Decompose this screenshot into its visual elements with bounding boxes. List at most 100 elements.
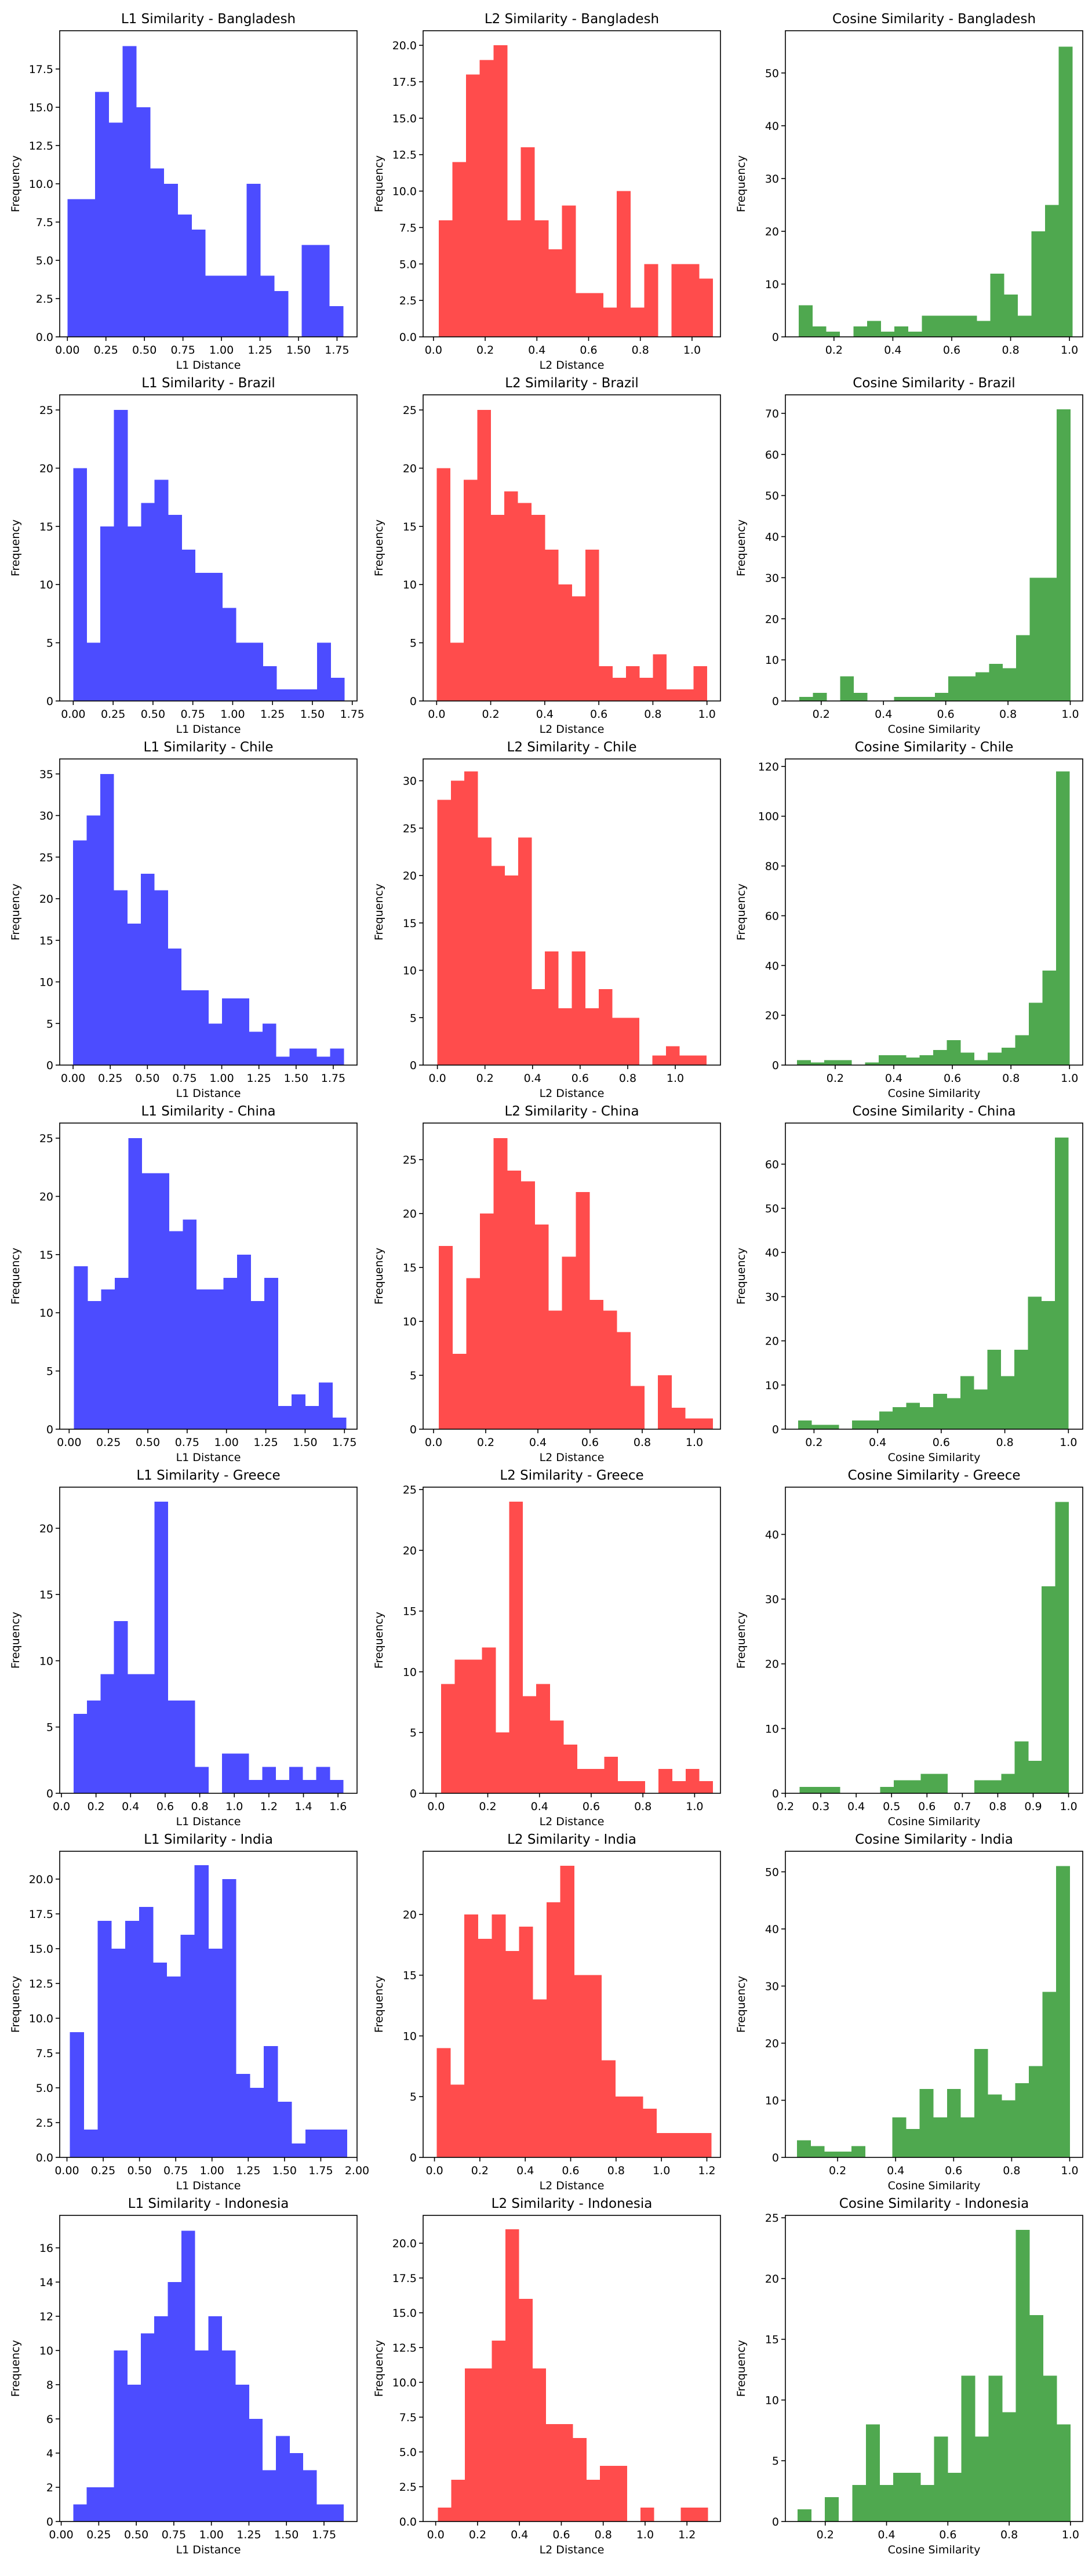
l1-brazil-xlabel: L1 Distance	[176, 723, 241, 736]
l2-indonesia-bar	[586, 2480, 600, 2521]
l1-china-bar	[319, 1382, 333, 1429]
l2-bangladesh-title: L2 Similarity - Bangladesh	[485, 12, 659, 27]
cos-china-bar	[987, 1349, 1002, 1429]
l1-bangladesh-bar	[150, 168, 165, 337]
l1-indonesia-bar	[249, 2419, 263, 2521]
cos-indonesia-axes-frame	[785, 2215, 1083, 2522]
cos-chile-bar	[906, 1058, 920, 1065]
l1-india-xlabel: L1 Distance	[176, 2179, 241, 2192]
l2-indonesia-xtick-label: 0.2	[469, 2528, 486, 2541]
l1-chile-bar	[249, 1031, 263, 1065]
l1-greece-bar	[168, 1701, 182, 1793]
l2-indonesia-ytick-label: 12.5	[392, 2342, 417, 2355]
cos-india-bar	[906, 2128, 920, 2157]
l2-china-bar	[520, 1181, 535, 1429]
l2-bangladesh-xlabel: L2 Distance	[540, 359, 605, 372]
l2-chile-bar	[518, 837, 532, 1065]
l2-bangladesh-ytick-label: 0.0	[399, 331, 417, 344]
l2-india-bar	[450, 2084, 465, 2157]
l2-greece-bar	[522, 1696, 537, 1793]
l1-brazil-bar	[263, 666, 277, 701]
cos-china-bar	[825, 1425, 839, 1429]
cos-greece-xtick-label: 0.8	[989, 1800, 1006, 1813]
l2-china-bar	[493, 1138, 508, 1429]
l2-china-bar	[534, 1224, 549, 1429]
cos-chile-xtick-label: 0.4	[885, 1072, 902, 1085]
cos-bangladesh-ytick-label: 30	[765, 173, 779, 186]
l2-chile-bar	[450, 780, 465, 1065]
l1-chile-xtick-label: 0.25	[98, 1072, 122, 1085]
cos-brazil-bar	[853, 692, 868, 701]
l2-brazil-xlabel: L2 Distance	[540, 723, 605, 736]
cos-chile-bar	[947, 1040, 961, 1065]
l1-chile-ytick-label: 0	[46, 1059, 53, 1072]
l1-bangladesh-bar	[177, 214, 192, 337]
l2-brazil-bar	[463, 479, 478, 701]
l2-bangladesh-ytick-label: 12.5	[392, 149, 417, 162]
l1-indonesia-bar	[114, 2350, 128, 2521]
l2-india-axes-frame	[423, 1851, 721, 2158]
l2-india-bar	[656, 2133, 671, 2157]
l1-china-xtick-label: 1.25	[253, 1436, 278, 1449]
l2-india-xlabel: L2 Distance	[540, 2179, 605, 2192]
l1-greece-bar	[154, 1502, 169, 1793]
l2-india-ylabel: Frequency	[373, 1976, 385, 2033]
cos-greece-xtick-label: 0.3	[812, 1800, 829, 1813]
l1-china-bar	[183, 1219, 197, 1429]
l1-chile-xtick-label: 0.75	[172, 1072, 196, 1085]
cos-greece-xtick-label: 0.5	[883, 1800, 900, 1813]
cos-greece-bar	[1014, 1741, 1029, 1793]
l2-chile-bar	[598, 989, 613, 1065]
cos-bangladesh-xtick-label: 0.8	[1002, 344, 1019, 357]
l1-chile-ytick-label: 5	[46, 1018, 53, 1030]
cos-brazil-xtick-label: 0.4	[875, 708, 892, 721]
l1-brazil-xtick-label: 0.75	[181, 708, 205, 721]
l1-greece-xtick-label: 1.6	[329, 1800, 347, 1813]
l1-china-bar	[101, 1289, 115, 1429]
l1-brazil-xtick-label: 0.50	[141, 708, 165, 721]
l2-brazil-ytick-label: 10	[403, 579, 417, 591]
l2-bangladesh-ytick-label: 20.0	[392, 39, 417, 52]
cos-chile-ytick-label: 100	[758, 811, 779, 823]
l2-greece-bar	[604, 1757, 618, 1793]
l2-brazil-bar	[544, 550, 559, 701]
cos-indonesia-bar	[961, 2375, 975, 2521]
l2-bangladesh-bar	[438, 220, 453, 337]
l2-china-bar	[576, 1191, 590, 1429]
l2-china-bar	[466, 1278, 481, 1429]
l1-india-bar	[139, 1907, 154, 2157]
l1-brazil-panel: 0.00 0.25 0.50 0.75 1.00 1.25 1.50 1.75 0 5 10 15 20…	[9, 376, 365, 736]
cos-greece-xtick-label: 0.2	[777, 1800, 794, 1813]
l1-bangladesh-xlabel: L1 Distance	[176, 359, 241, 372]
cos-brazil-bar	[1043, 577, 1057, 701]
l2-india-bar	[492, 1914, 506, 2157]
l1-india-ytick-label: 0.0	[36, 2152, 53, 2164]
cos-indonesia-title: Cosine Similarity - Indonesia	[839, 2196, 1029, 2211]
l1-chile-ytick-label: 10	[39, 976, 53, 989]
l2-bangladesh-xtick-label: 0.4	[528, 344, 545, 357]
l2-greece-bar	[590, 1769, 605, 1793]
l1-indonesia-bar	[276, 2436, 290, 2521]
l2-india-ytick-label: 20	[403, 1909, 417, 1921]
cos-brazil-ytick-label: 40	[765, 531, 779, 544]
l2-india-bar	[464, 1914, 478, 2157]
cos-china-bar	[1014, 1349, 1028, 1429]
l1-chile-xtick-label: 1.75	[321, 1072, 345, 1085]
l1-brazil-bar	[195, 573, 209, 701]
l2-china-bar	[439, 1245, 453, 1429]
l2-indonesia-ytick-label: 17.5	[392, 2272, 417, 2285]
cos-brazil-xtick-label: 0.6	[937, 708, 955, 721]
l1-india-ytick-label: 2.5	[36, 2117, 53, 2130]
cos-chile-xtick-label: 0.6	[944, 1072, 961, 1085]
cos-india-bar	[1001, 2100, 1015, 2157]
l2-indonesia-bar	[505, 2229, 519, 2521]
l1-china-axes-frame	[59, 1122, 358, 1430]
cos-brazil-ytick-label: 0	[772, 695, 779, 708]
cos-india-xtick-label: 0.2	[829, 2164, 846, 2177]
l1-india-bar	[83, 2130, 98, 2157]
cos-china-ytick-label: 10	[765, 1379, 779, 1392]
cos-indonesia-xtick-label: 1.0	[1062, 2528, 1079, 2541]
l1-brazil-ytick-label: 25	[39, 404, 53, 417]
cos-china-bar	[960, 1376, 974, 1429]
l1-india-bar	[236, 2074, 250, 2157]
